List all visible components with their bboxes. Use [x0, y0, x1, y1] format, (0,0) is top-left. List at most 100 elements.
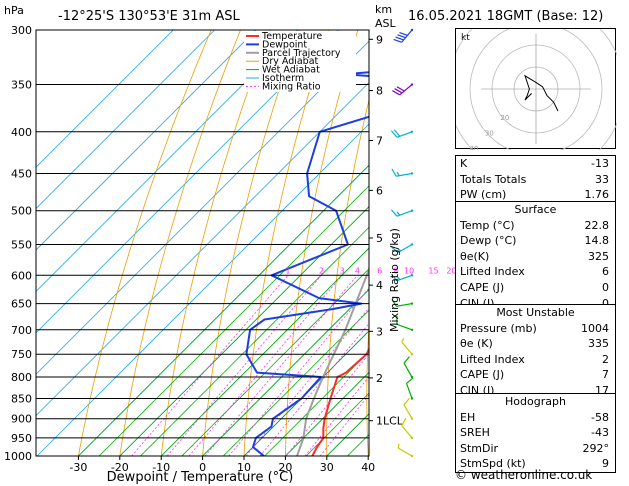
legend-entry: Temperature	[261, 31, 322, 42]
isotherm-line	[36, 30, 298, 292]
km-tick-label: 1LCL	[376, 415, 404, 428]
mixing-ratio-label: 15	[428, 266, 438, 275]
pressure-tick-label: 750	[11, 348, 32, 361]
km-tick-label: 3	[376, 325, 383, 338]
x-tick-label: 0	[199, 461, 206, 474]
plot-frame	[35, 29, 370, 457]
hodograph-unit: kt	[461, 33, 470, 43]
hodograph-table: Hodograph EH -58 SREH -43 StmDir 292° StmSp…	[455, 393, 616, 473]
wind-barb	[390, 209, 414, 217]
mixing-ratio-label: 2	[319, 266, 324, 275]
location-title: -12°25'S 130°53'E 31m ASL	[58, 9, 240, 24]
mixing-ratio-label: 10	[404, 266, 414, 275]
surface-li-row: Lifted Index 6	[460, 265, 609, 279]
pressure-tick-label: 700	[11, 324, 32, 337]
km-tick-label: 5	[376, 232, 383, 245]
wind-barb	[401, 417, 414, 440]
km-tick-label: 7	[376, 135, 383, 148]
most-unstable-table: Most Unstable Pressure (mb) 1004 θe (K) 33…	[455, 304, 616, 400]
mu-cape-row: CAPE (J) 7	[460, 368, 609, 382]
wet-adiabat	[223, 309, 369, 456]
sreh-row: SREH -43	[460, 426, 609, 440]
pressure-tick-label: 550	[11, 238, 32, 251]
isotherm-line	[36, 30, 174, 168]
pressure-tick-label: 400	[11, 126, 32, 139]
wet-adiabat	[285, 371, 369, 456]
surface-cape-row: CAPE (J) 0	[460, 280, 609, 294]
hodograph: kt 20 30 40	[456, 29, 617, 150]
pressure-tick-label: 950	[11, 432, 32, 445]
legend-entry: Dewpoint	[262, 39, 307, 50]
wind-barb	[403, 397, 414, 420]
wet-adiabat	[78, 164, 369, 456]
x-axis-label: Dewpoint / Temperature (°C)	[107, 470, 294, 485]
wind-barb	[403, 356, 414, 379]
km-label: km	[375, 3, 392, 16]
km-tick-label: 6	[376, 184, 383, 197]
km-tick-label: 8	[376, 85, 383, 98]
surface-title: Surface	[514, 203, 557, 216]
mu-li-row: Lifted Index 2	[460, 352, 609, 366]
legend-entry: Isotherm	[262, 73, 304, 84]
wind-barb	[405, 377, 414, 400]
totals-totals-row: Totals Totals 33	[460, 172, 609, 186]
dry-adiabat	[366, 317, 369, 456]
pressure-tick-label: 300	[11, 24, 32, 37]
pressure-tick-label: 350	[11, 79, 32, 92]
mixing-ratio-label: 20	[446, 266, 456, 275]
dry-adiabat	[406, 30, 446, 456]
k-index-row: K -13	[460, 157, 609, 170]
isotherm-line	[36, 82, 369, 417]
parcel-trajectory-line	[296, 266, 369, 456]
surface-temp-row: Temp (°C) 22.8	[460, 218, 609, 232]
surface-thetae-row: θe(K) 325	[460, 249, 609, 263]
pressure-tick-label: 900	[11, 413, 32, 426]
pressure-tick-label: 850	[11, 392, 32, 405]
isotherm-line	[36, 123, 369, 456]
legend-box	[244, 31, 356, 92]
mixing-ratio-labels: 12346810152025	[285, 266, 470, 275]
hodograph-ring	[469, 29, 603, 150]
wind-barb	[391, 168, 414, 177]
asl-label: ASL	[375, 17, 397, 30]
pressure-tick-label: 800	[11, 371, 32, 384]
hodograph-title: Hodograph	[505, 395, 566, 408]
hodograph-ring	[456, 29, 617, 150]
wind-barb	[392, 83, 414, 96]
wind-barbs	[390, 28, 414, 458]
dewpoint-line	[245, 71, 369, 456]
wind-barb	[390, 129, 414, 138]
eh-row: EH -58	[460, 410, 609, 424]
km-tick-label: 2	[376, 372, 383, 385]
wind-barb	[391, 298, 414, 307]
hodograph-ring-label: 30	[485, 130, 494, 138]
wind-barb	[397, 443, 414, 458]
pressure-tick-label: 450	[11, 167, 32, 180]
mixing-ratio-label: 6	[377, 266, 382, 275]
surface-dewp-row: Dewp (°C) 14.8	[460, 234, 609, 248]
wet-adiabat	[305, 392, 369, 456]
pressure-tick-label: 500	[11, 205, 32, 218]
mixing-ratio-label: 8	[394, 266, 399, 275]
surface-table: Surface Temp (°C) 22.8 Dewp (°C) 14.8 θe(K…	[455, 201, 616, 313]
pressure-tick-label: 1000	[4, 450, 32, 463]
isotherm-line	[36, 30, 215, 210]
legend-entry: Dry Adiabat	[262, 56, 319, 67]
wind-barb	[401, 337, 414, 356]
hpa-label: hPa	[4, 4, 24, 17]
mu-pressure-row: Pressure (mb) 1004	[460, 321, 609, 335]
most-unstable-title: Most Unstable	[496, 306, 575, 319]
mixing-ratio-label: 3	[340, 266, 345, 275]
x-tick-label: -30	[69, 461, 87, 474]
stmdir-row: StmDir 292°	[460, 441, 609, 455]
x-tick-label: -20	[111, 461, 129, 474]
wind-barb	[396, 315, 414, 331]
dry-adiabat	[616, 30, 629, 456]
pressure-axis: 300 350 400 450 500 550 600 650 700 750 800 850 900 9…	[4, 24, 32, 463]
wet-adiabat	[243, 330, 369, 456]
legend-entry: Parcel Trajectory	[262, 48, 341, 59]
indices-table: K -13 Totals Totals 33 PW (cm) 1.76	[455, 155, 616, 204]
dry-adiabat	[78, 30, 212, 456]
